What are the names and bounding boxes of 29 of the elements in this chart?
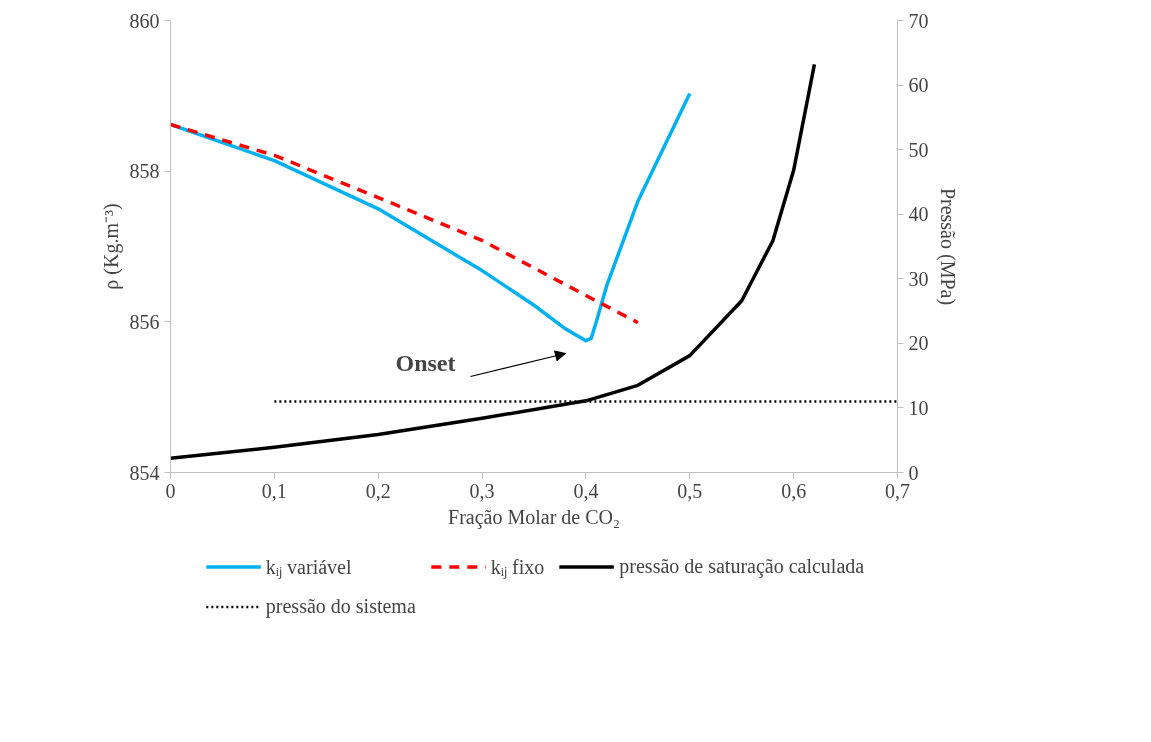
y-tick-label: 856 [129,310,160,333]
y2-tick-label: 20 [908,332,929,355]
x-tick-label: 0 [165,479,176,502]
y2-tick-label: 0 [908,461,919,484]
y2-tick-label: 10 [908,396,929,419]
x-tick-label: 0,1 [261,479,287,502]
y2-tick-label: 40 [908,203,929,226]
y-tick-label: 860 [129,9,160,32]
x-tick-label: 0,5 [677,479,703,502]
x-tick-label: 0,4 [573,479,599,502]
y2-tick-label: 60 [908,74,929,97]
x-axis-title: Fração Molar de CO₂ [448,505,620,529]
x-tick-label: 0,6 [781,479,807,502]
y2-tick-label: 70 [908,9,929,32]
legend-label: kᵢⱼ variável [265,554,352,580]
y2-tick-label: 50 [908,138,929,161]
y-axis-title: ρ (Kg.m⁻³) [99,203,123,290]
y-tick-label: 854 [129,461,160,484]
legend-label: pressão do sistema [265,594,416,618]
y2-tick-label: 30 [908,267,929,290]
line-series [170,122,640,325]
y2-axis-title: Pressão (MPa) [935,187,959,306]
x-tick-label: 0,2 [365,479,391,502]
legend-label: kᵢⱼ fixo [490,554,545,580]
annotation: Onset [395,349,456,376]
y-tick-label: 858 [129,160,160,183]
x-tick-label: 0,7 [885,479,910,502]
x-tick-label: 0,3 [469,479,495,502]
legend-label: pressão de saturação calculada [619,554,865,578]
